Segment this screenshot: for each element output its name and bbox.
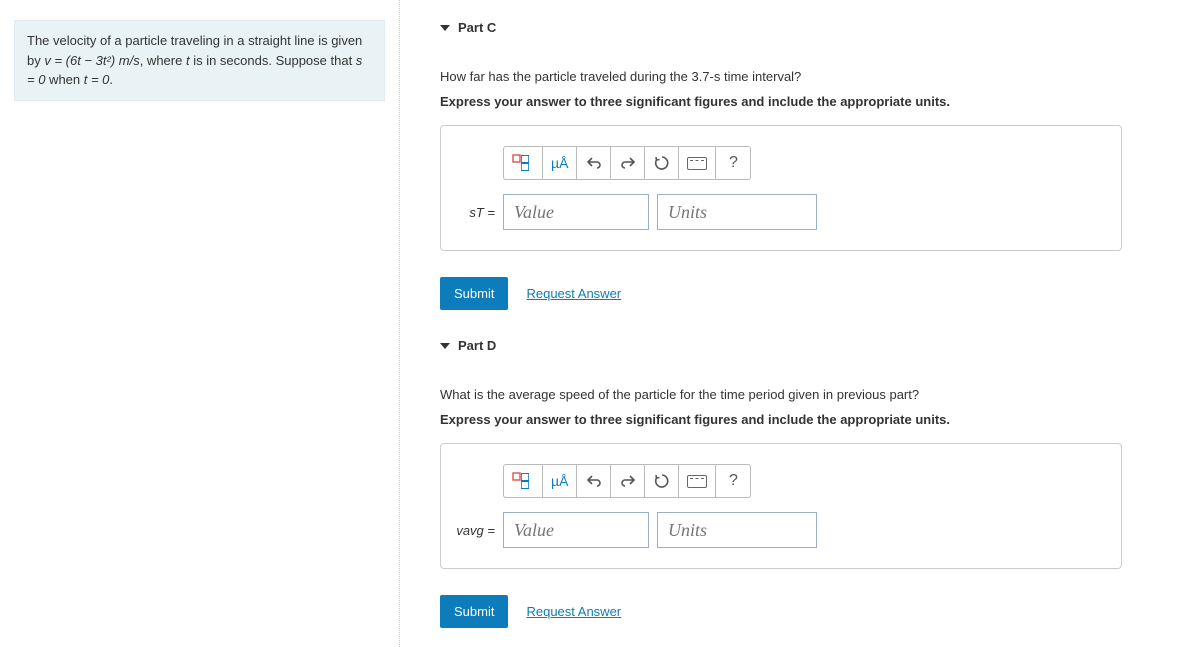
part-d-answer-panel: µÅ ? vavg =	[440, 443, 1122, 569]
redo-icon[interactable]	[611, 465, 645, 497]
part-d-instruction: Express your answer to three significant…	[440, 412, 1180, 427]
help-button[interactable]: ?	[716, 465, 750, 497]
part-d-title: Part D	[458, 338, 496, 353]
problem-statement: The velocity of a particle traveling in …	[14, 20, 385, 101]
reset-icon[interactable]	[645, 465, 679, 497]
part-c-question: How far has the particle traveled during…	[440, 69, 1180, 84]
template-icon[interactable]	[504, 147, 543, 179]
part-c-units-input[interactable]	[657, 194, 817, 230]
part-d-submit-button[interactable]: Submit	[440, 595, 508, 628]
problem-sidebar: The velocity of a particle traveling in …	[0, 0, 400, 647]
caret-down-icon	[440, 25, 450, 31]
part-c-input-row: sT =	[455, 194, 1107, 230]
template-icon[interactable]	[504, 465, 543, 497]
problem-when: when	[45, 72, 83, 87]
keyboard-icon[interactable]	[679, 147, 716, 179]
problem-text-3: is in seconds. Suppose that	[190, 53, 356, 68]
part-d-input-row: vavg =	[455, 512, 1107, 548]
part-c-request-answer-link[interactable]: Request Answer	[526, 286, 621, 301]
part-c-answer-panel: µÅ ? sT =	[440, 125, 1122, 251]
special-chars-button[interactable]: µÅ	[543, 465, 577, 497]
part-c-instruction: Express your answer to three significant…	[440, 94, 1180, 109]
part-c-var-label: sT =	[455, 205, 495, 220]
redo-icon[interactable]	[611, 147, 645, 179]
part-d-question: What is the average speed of the particl…	[440, 387, 1180, 402]
part-c-value-input[interactable]	[503, 194, 649, 230]
part-d-toolbar: µÅ ?	[503, 464, 751, 498]
part-c-submit-button[interactable]: Submit	[440, 277, 508, 310]
part-c-actions: Submit Request Answer	[440, 277, 1180, 310]
part-d-var-label: vavg =	[455, 523, 495, 538]
special-chars-button[interactable]: µÅ	[543, 147, 577, 179]
reset-icon[interactable]	[645, 147, 679, 179]
part-c-toggle[interactable]: Part C	[440, 20, 1180, 35]
main-content: Part C How far has the particle traveled…	[400, 0, 1200, 647]
part-d-value-input[interactable]	[503, 512, 649, 548]
problem-equation: v = (6t − 3t²) m/s	[44, 53, 139, 68]
part-c-toolbar: µÅ ?	[503, 146, 751, 180]
part-d-units-input[interactable]	[657, 512, 817, 548]
help-button[interactable]: ?	[716, 147, 750, 179]
undo-icon[interactable]	[577, 465, 611, 497]
part-d: Part D What is the average speed of the …	[440, 338, 1180, 628]
part-c: Part C How far has the particle traveled…	[440, 20, 1180, 310]
problem-text-2: , where	[140, 53, 186, 68]
problem-cond2: t = 0	[84, 72, 110, 87]
keyboard-icon[interactable]	[679, 465, 716, 497]
undo-icon[interactable]	[577, 147, 611, 179]
part-c-title: Part C	[458, 20, 496, 35]
part-d-request-answer-link[interactable]: Request Answer	[526, 604, 621, 619]
part-d-actions: Submit Request Answer	[440, 595, 1180, 628]
problem-period: .	[109, 72, 113, 87]
part-d-toggle[interactable]: Part D	[440, 338, 1180, 353]
caret-down-icon	[440, 343, 450, 349]
